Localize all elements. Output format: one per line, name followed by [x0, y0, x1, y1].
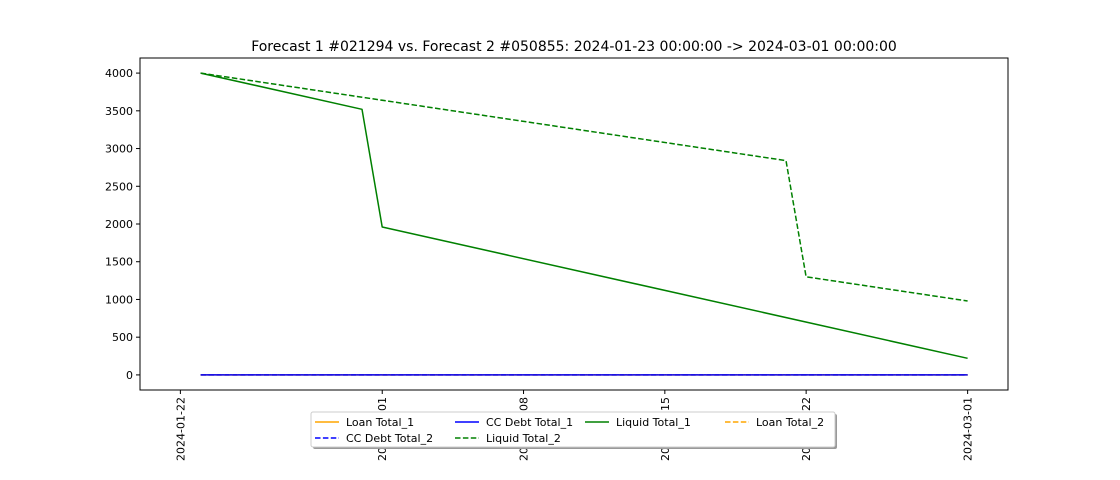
legend-label: CC Debt Total_1: [486, 416, 573, 429]
x-tick-label: 2024-03-01: [962, 397, 975, 461]
y-tick-label: 3000: [105, 143, 133, 156]
legend-label: CC Debt Total_2: [346, 432, 433, 445]
legend-label: Liquid Total_1: [616, 416, 691, 429]
legend-label: Liquid Total_2: [486, 432, 561, 445]
y-tick-label: 2500: [105, 180, 133, 193]
y-tick-label: 1000: [105, 293, 133, 306]
plot-area: [139, 57, 1009, 391]
chart-title: Forecast 1 #021294 vs. Forecast 2 #05085…: [251, 39, 897, 55]
x-tick-label: 2024-01-22: [174, 397, 187, 461]
y-tick-label: 1500: [105, 256, 133, 269]
plot-frame: [139, 57, 1009, 391]
legend-label: Loan Total_2: [756, 416, 824, 429]
y-tick-label: 3500: [105, 105, 133, 118]
legend-box: [310, 411, 836, 448]
series-line-6: [200, 72, 968, 302]
series-line-3: [200, 72, 968, 360]
y-tick-label: 0: [126, 369, 133, 382]
legend-label: Loan Total_1: [346, 416, 414, 429]
y-tick-label: 2000: [105, 218, 133, 231]
y-axis: 0 500 1000 1500 2000 2500 3000 3500 4000: [105, 67, 140, 382]
legend: Loan Total_1 CC Debt Total_1 Liquid Total_…: [310, 411, 837, 449]
y-tick-label: 500: [112, 331, 133, 344]
y-tick-label: 4000: [105, 67, 133, 80]
